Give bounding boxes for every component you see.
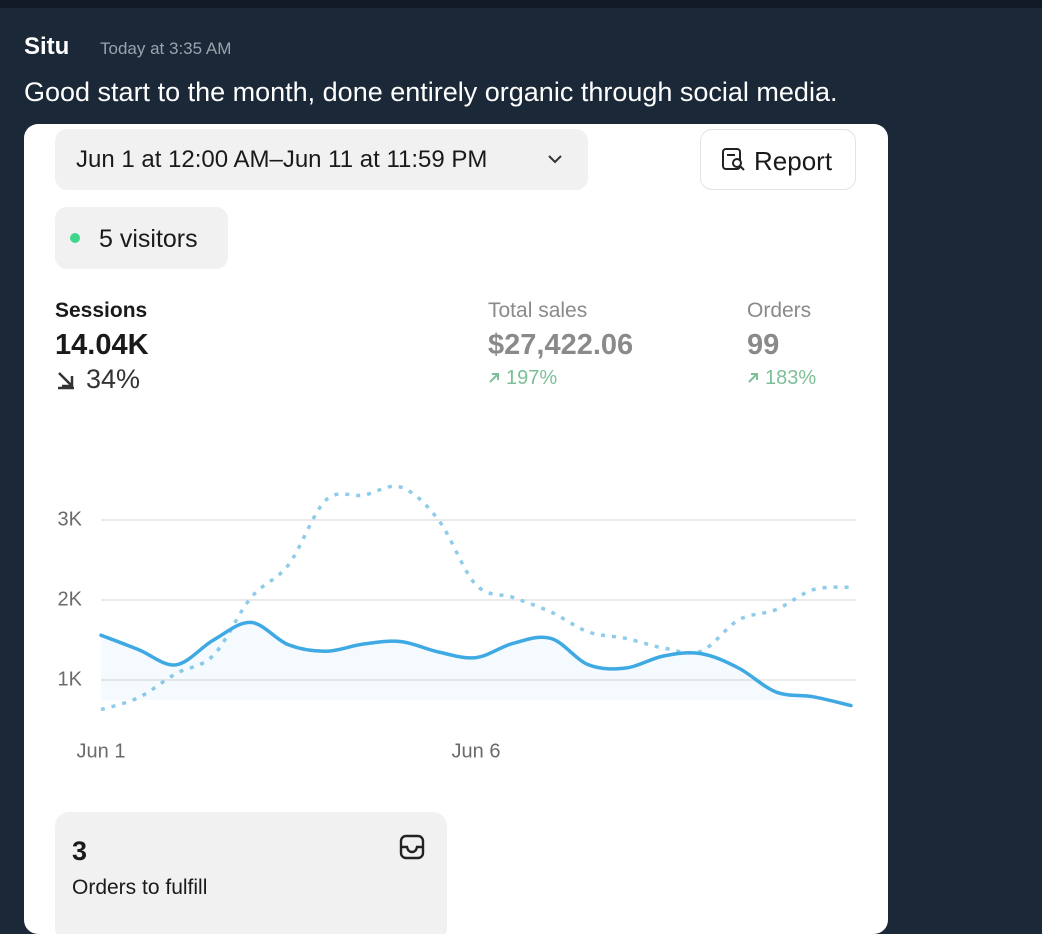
metric-label: Total sales (488, 299, 588, 322)
metric-value: 99 (747, 329, 780, 361)
report-label: Report (754, 146, 833, 176)
series-line (100, 484, 852, 712)
live-dot (70, 233, 80, 243)
y-tick-label: 3K (58, 508, 83, 530)
metric-value: $27,422.06 (488, 329, 634, 361)
chart: 1K 2K 3K Jun 1 Jun 6 (58, 484, 856, 762)
fulfill-count: 3 (72, 836, 88, 866)
date-range-button[interactable]: Jun 1 at 12:00 AM–Jun 11 at 11:59 PM (55, 129, 588, 190)
metric-change: 34% (86, 364, 141, 394)
area (101, 622, 851, 706)
message-text: Good start to the month, done entirely o… (24, 77, 838, 107)
report-icon (722, 148, 745, 171)
visitors-pill: 5 visitors (55, 207, 228, 269)
date-range: Jun 1 at 12:00 AM–Jun 11 at 11:59 PM (76, 146, 488, 173)
metric-label: Sessions (55, 299, 148, 322)
metric-change: 197% (506, 367, 558, 389)
up-arrow-icon (748, 373, 758, 383)
timestamp: Today at 3:35 AM (100, 39, 232, 58)
x-tick-label: Jun 6 (452, 740, 501, 762)
chevron-icon (548, 155, 562, 164)
visitors-count: 5 visitors (99, 225, 198, 253)
up-arrow-icon (489, 373, 499, 383)
y-tick-label: 2K (58, 588, 83, 610)
series-line (99, 620, 853, 708)
attachment-image[interactable]: 1K 2K 3K Jun 1 Jun 6 Jun 1 at 12:00 AM–Jun 1… (24, 124, 888, 934)
metric-change: 183% (765, 367, 817, 389)
top-bar (0, 0, 1042, 8)
inbox-icon (399, 834, 425, 860)
metric-value: 14.04K (55, 329, 149, 361)
fulfill-card[interactable]: 3 Orders to fulfill (55, 812, 447, 934)
y-tick-label: 1K (58, 668, 83, 690)
metric-label: Orders (747, 299, 812, 322)
report-button[interactable]: Report (700, 129, 856, 190)
down-arrow-icon (58, 372, 74, 390)
author[interactable]: Situ (24, 33, 70, 60)
fulfill-label: Orders to fulfill (72, 876, 208, 899)
x-tick-label: Jun 1 (77, 740, 126, 762)
